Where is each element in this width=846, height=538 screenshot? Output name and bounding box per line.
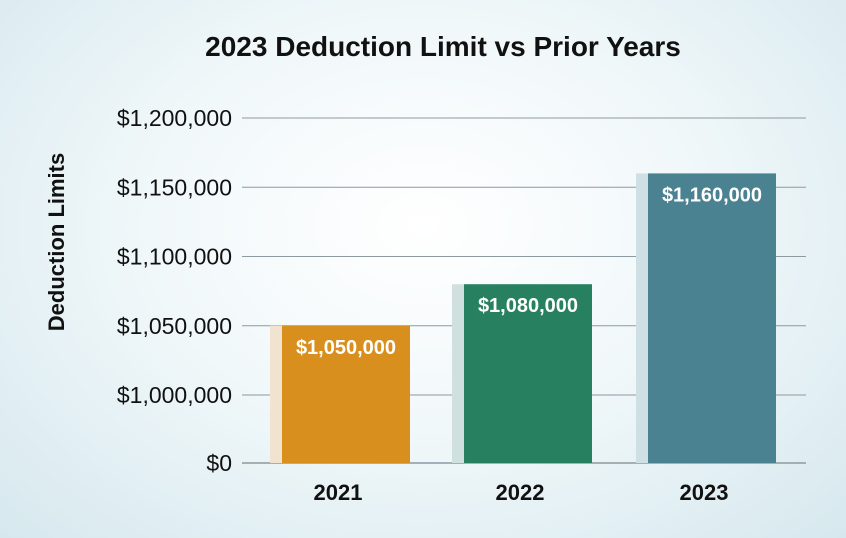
bar-shadow — [636, 173, 648, 463]
y-axis-label: Deduction Limits — [44, 153, 69, 331]
data-labels: $1,050,000 $1,080,000 $1,160,000 — [296, 184, 762, 358]
bar — [282, 325, 410, 463]
y-tick-label: $0 — [206, 450, 232, 476]
y-tick-label: $1,200,000 — [117, 105, 232, 131]
bars — [270, 173, 776, 463]
chart-title: 2023 Deduction Limit vs Prior Years — [205, 31, 681, 62]
data-label: $1,160,000 — [662, 184, 762, 206]
data-label: $1,080,000 — [478, 295, 578, 317]
y-axis-ticks: $0 $1,000,000 $1,050,000 $1,100,000 $1,150,0… — [117, 105, 232, 476]
x-tick-label: 2022 — [496, 480, 545, 505]
y-tick-label: $1,150,000 — [117, 174, 232, 200]
y-tick-label: $1,000,000 — [117, 382, 232, 408]
x-tick-label: 2021 — [314, 480, 363, 505]
bar-shadow — [270, 325, 282, 463]
x-axis-ticks: 2021 2022 2023 — [314, 480, 729, 505]
y-tick-label: $1,100,000 — [117, 244, 232, 270]
bar — [464, 284, 592, 463]
data-label: $1,050,000 — [296, 337, 396, 359]
bar-shadow — [452, 284, 464, 463]
bar — [648, 173, 776, 463]
x-tick-label: 2023 — [680, 480, 729, 505]
y-tick-label: $1,050,000 — [117, 313, 232, 339]
